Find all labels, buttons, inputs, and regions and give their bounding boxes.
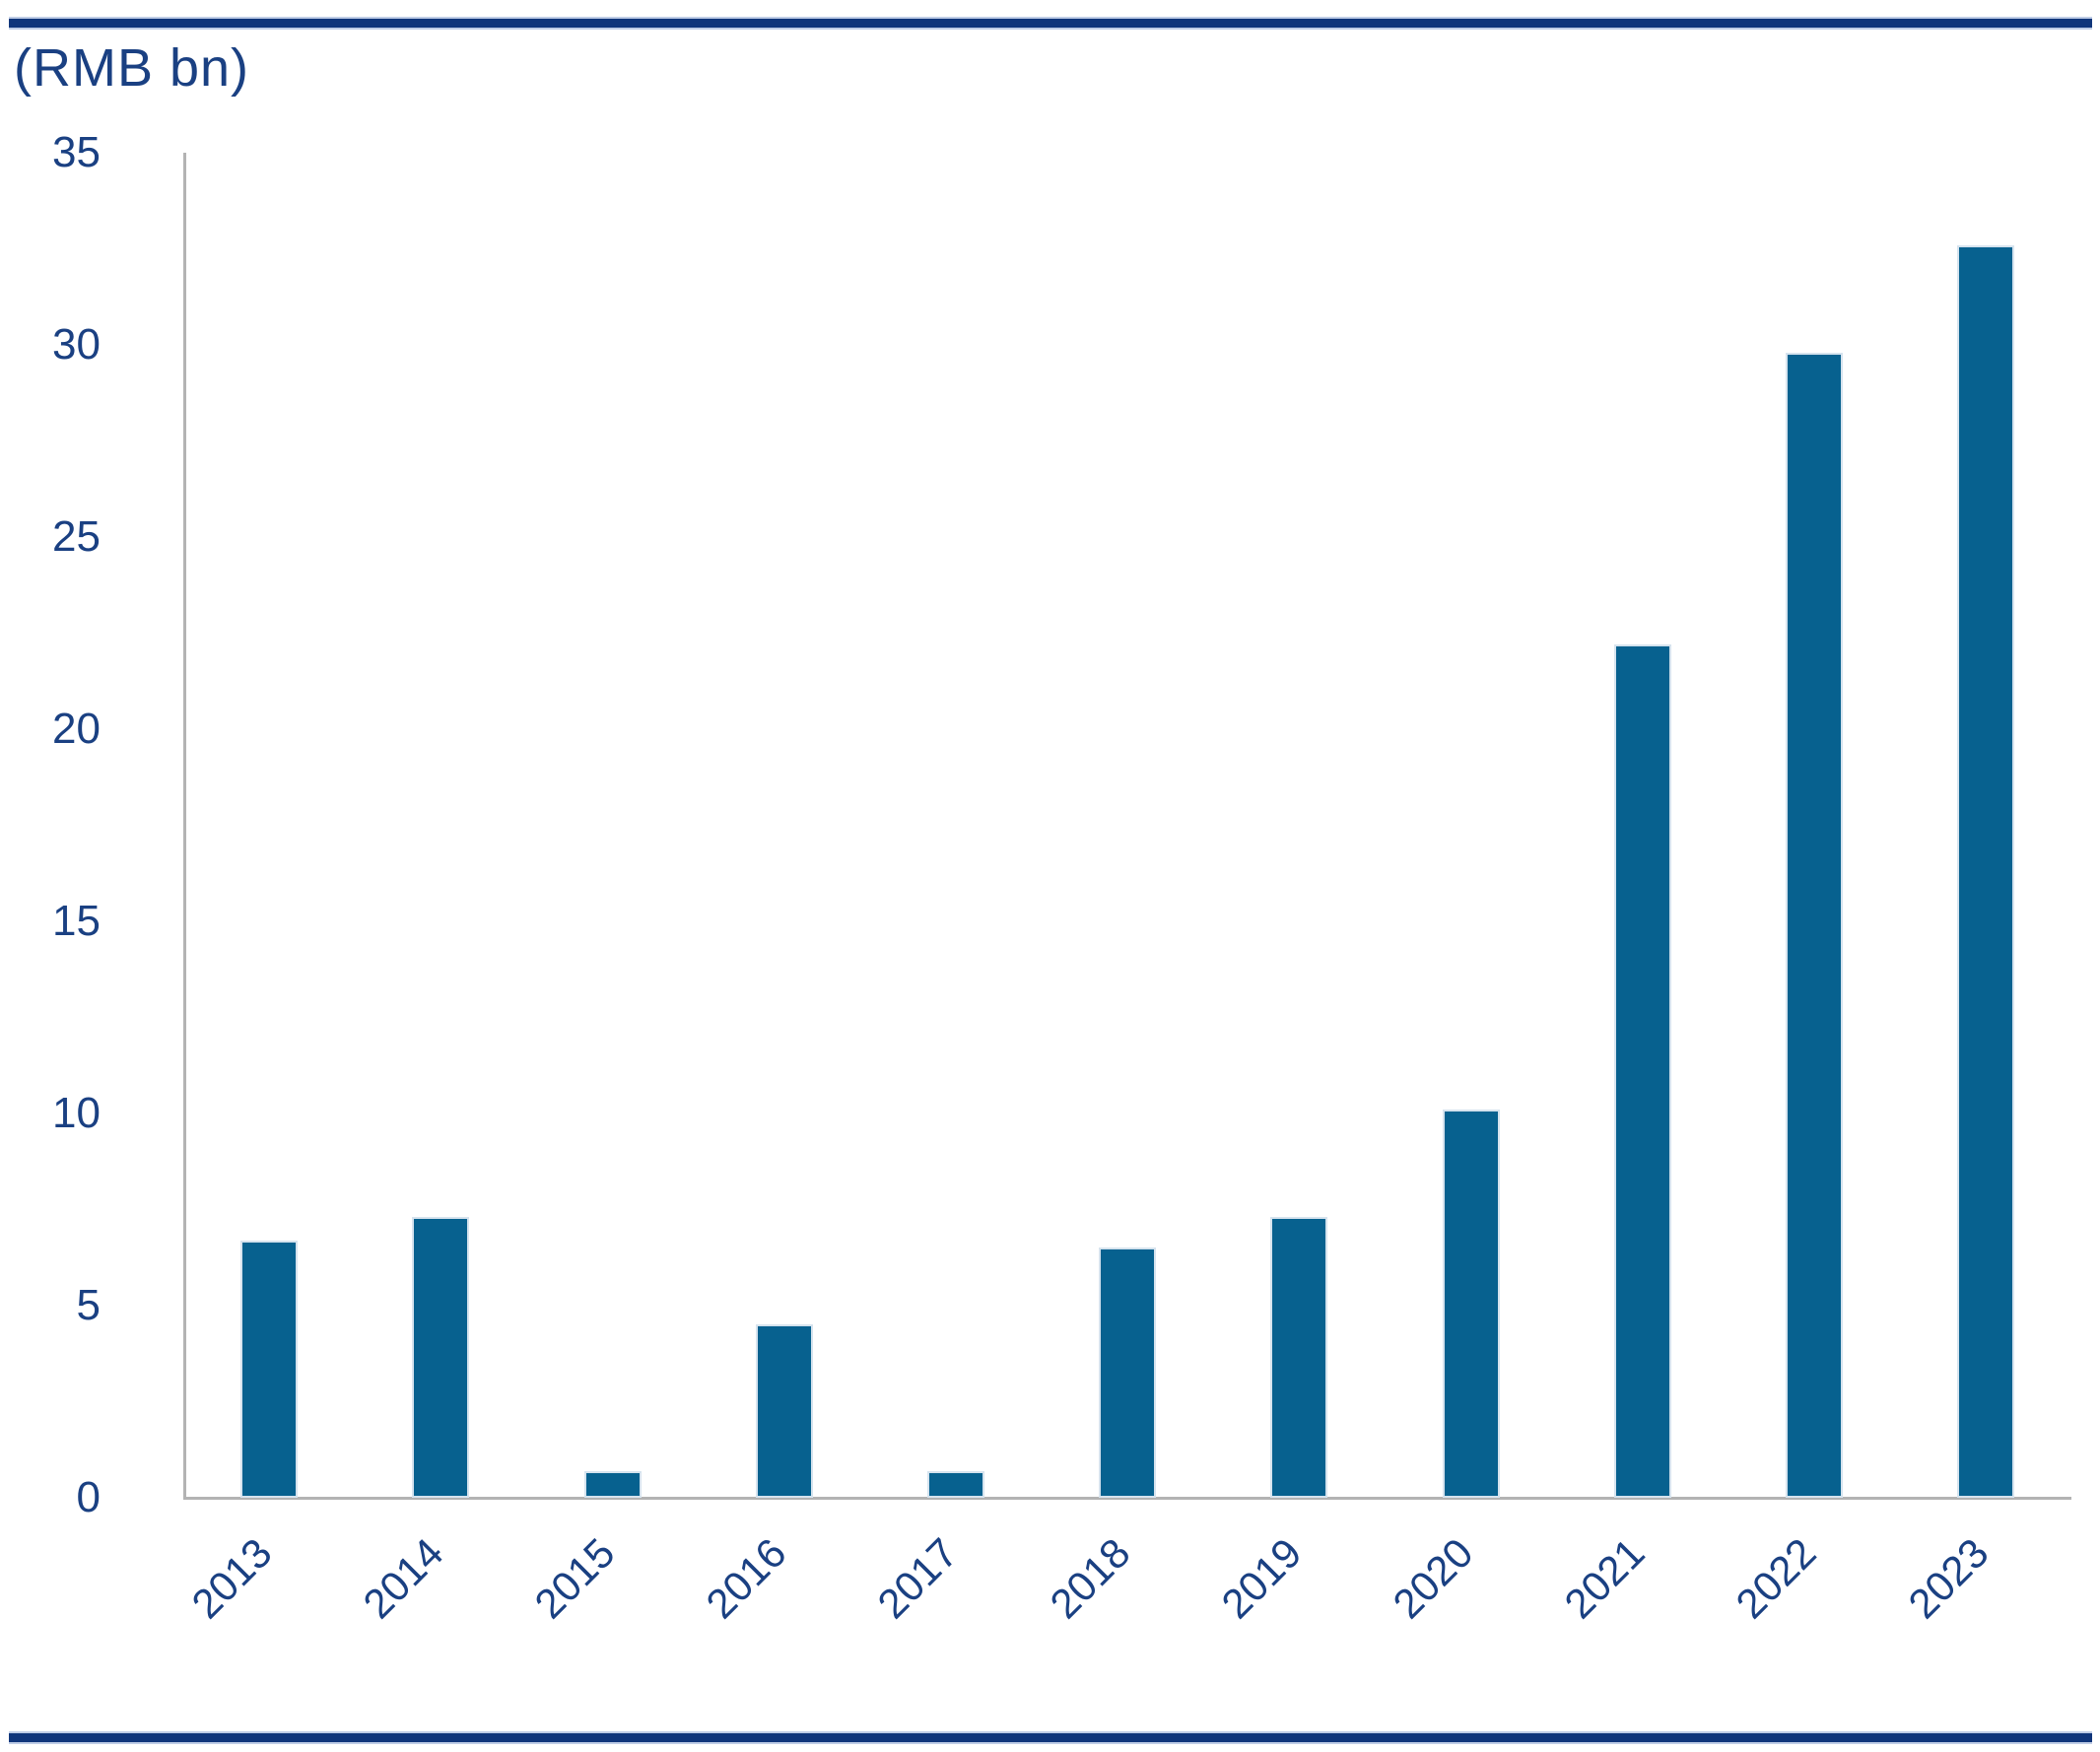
x-tick-label-2014: 2014 bbox=[354, 1529, 452, 1628]
top-border-rule bbox=[9, 17, 2092, 30]
bar-2023 bbox=[1957, 245, 2014, 1498]
x-tick-label-2019: 2019 bbox=[1212, 1529, 1311, 1628]
bar-2015 bbox=[584, 1471, 642, 1498]
y-tick-label-0: 0 bbox=[76, 1473, 101, 1521]
bar-2019 bbox=[1270, 1217, 1327, 1498]
x-tick-label-2020: 2020 bbox=[1384, 1529, 1482, 1628]
x-tick-label-2021: 2021 bbox=[1555, 1529, 1654, 1628]
bar-2021 bbox=[1614, 644, 1671, 1498]
bar-2017 bbox=[927, 1471, 984, 1498]
bar-2018 bbox=[1099, 1247, 1156, 1498]
x-tick-label-2013: 2013 bbox=[182, 1529, 281, 1628]
bar-2020 bbox=[1443, 1110, 1500, 1498]
bar-2016 bbox=[756, 1324, 813, 1498]
bar-2013 bbox=[240, 1241, 298, 1498]
x-tick-label-2018: 2018 bbox=[1041, 1529, 1139, 1628]
x-tick-label-2022: 2022 bbox=[1727, 1529, 1826, 1628]
x-tick-label-2017: 2017 bbox=[868, 1529, 968, 1628]
y-tick-label-35: 35 bbox=[52, 128, 101, 176]
y-tick-label-5: 5 bbox=[76, 1281, 101, 1329]
y-axis-line bbox=[183, 153, 186, 1499]
x-tick-label-2023: 2023 bbox=[1899, 1529, 1998, 1628]
y-tick-label-10: 10 bbox=[52, 1089, 101, 1137]
y-tick-label-30: 30 bbox=[52, 320, 101, 369]
x-tick-label-2015: 2015 bbox=[525, 1529, 624, 1628]
bottom-border-rule bbox=[9, 1731, 2092, 1744]
bar-2014 bbox=[412, 1217, 469, 1498]
x-tick-label-2016: 2016 bbox=[697, 1529, 795, 1628]
y-tick-label-15: 15 bbox=[52, 897, 101, 945]
x-axis-line bbox=[183, 1497, 2071, 1500]
y-tick-label-20: 20 bbox=[52, 705, 101, 753]
bar-2022 bbox=[1786, 353, 1843, 1498]
y-tick-label-25: 25 bbox=[52, 512, 101, 561]
y-axis-unit-label: (RMB bn) bbox=[14, 38, 250, 98]
